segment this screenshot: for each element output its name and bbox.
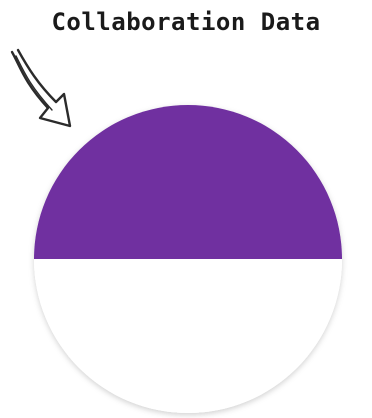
pie-slice-2 (34, 259, 342, 413)
hand-drawn-arrow-icon (10, 48, 72, 128)
pie-slice-1 (34, 105, 342, 259)
chart-title: Collaboration Data (51, 8, 321, 36)
